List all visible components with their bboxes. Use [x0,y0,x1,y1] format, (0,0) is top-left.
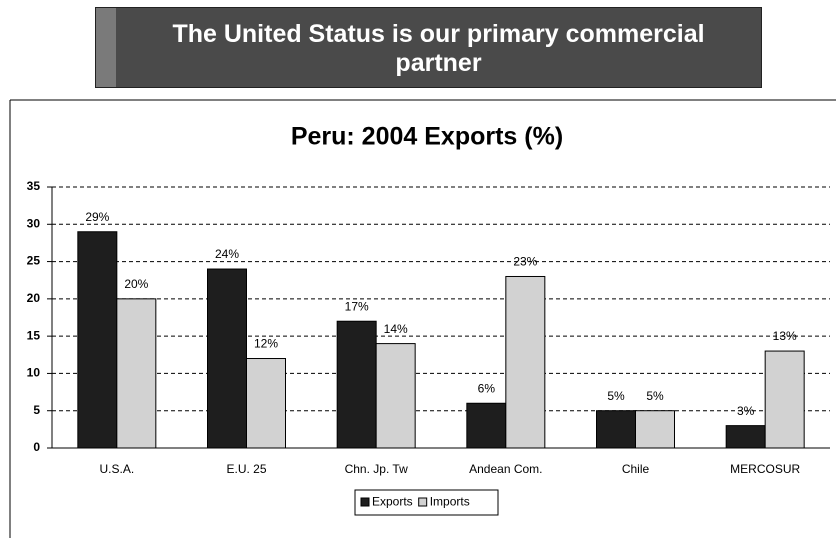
value-label: 3% [737,404,755,418]
banner-title: The United Status is our primary commerc… [172,20,705,77]
bar [725,425,766,449]
bar [635,410,675,449]
bar [505,275,546,449]
value-label: 12% [254,337,278,351]
legend-swatch [360,497,370,507]
x-tick-label: MERCOSUR [730,462,800,476]
bar [77,231,118,449]
bar [375,343,416,449]
chart-title: Peru: 2004 Exports (%) [291,123,563,151]
y-tick-label: 30 [27,216,41,230]
y-tick-label: 35 [27,179,41,193]
value-label: 20% [124,277,148,291]
value-label: 23% [513,255,537,269]
y-tick-label: 10 [27,366,41,380]
value-label: 5% [607,389,625,403]
bar [207,268,247,449]
value-label: 6% [478,381,496,395]
y-tick-label: 0 [33,440,40,454]
value-label: 17% [345,299,369,313]
y-tick-label: 5 [33,403,40,417]
value-label: 5% [646,389,664,403]
y-tick-label: 25 [27,254,41,268]
legend-label: Imports [430,495,470,509]
bar [596,410,636,449]
y-tick-label: 15 [27,328,41,342]
bar [116,298,157,449]
bar [764,350,805,449]
x-tick-label: Chn. Jp. Tw [345,462,408,476]
value-label: 24% [215,247,239,261]
value-label: 29% [85,210,109,224]
value-label: 14% [384,322,408,336]
x-tick-label: U.S.A. [99,462,134,476]
value-label: 13% [773,329,797,343]
legend-swatch [418,497,428,507]
x-tick-label: Chile [622,462,650,476]
banner: The United Status is our primary commerc… [95,7,762,88]
y-tick-label: 20 [27,291,41,305]
x-tick-label: E.U. 25 [226,462,266,476]
legend-label: Exports [372,495,413,509]
banner-strip [96,8,116,87]
bar [246,358,286,449]
x-tick-label: Andean Com. [469,462,542,476]
bar [336,320,377,449]
bar [466,402,507,449]
